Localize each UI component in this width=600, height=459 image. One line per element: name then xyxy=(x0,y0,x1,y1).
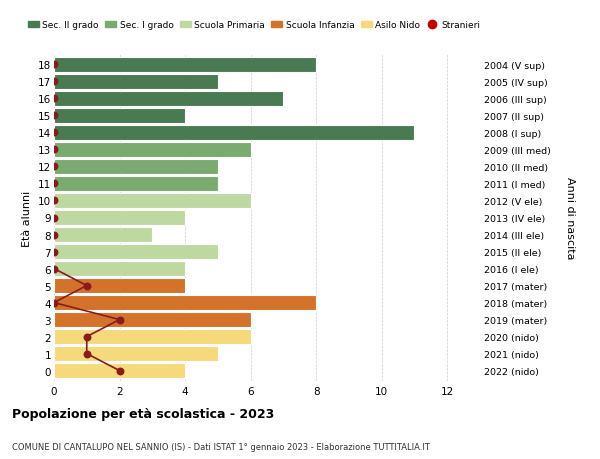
Bar xyxy=(54,279,185,293)
Bar xyxy=(54,194,251,208)
Point xyxy=(49,265,59,273)
Text: Popolazione per età scolastica - 2023: Popolazione per età scolastica - 2023 xyxy=(12,407,274,420)
Point xyxy=(49,146,59,154)
Point xyxy=(49,78,59,86)
Point xyxy=(49,214,59,222)
Point xyxy=(49,112,59,120)
Bar xyxy=(54,313,251,327)
Y-axis label: Età alunni: Età alunni xyxy=(22,190,32,246)
Bar xyxy=(54,109,185,123)
Bar xyxy=(54,296,316,310)
Bar xyxy=(54,58,316,73)
Point xyxy=(49,299,59,307)
Bar xyxy=(54,211,185,225)
Bar xyxy=(54,92,283,106)
Bar xyxy=(54,177,218,191)
Bar xyxy=(54,347,218,361)
Bar xyxy=(54,262,185,276)
Point xyxy=(49,129,59,137)
Text: COMUNE DI CANTALUPO NEL SANNIO (IS) - Dati ISTAT 1° gennaio 2023 - Elaborazione : COMUNE DI CANTALUPO NEL SANNIO (IS) - Da… xyxy=(12,442,430,451)
Legend: Sec. II grado, Sec. I grado, Scuola Primaria, Scuola Infanzia, Asilo Nido, Stran: Sec. II grado, Sec. I grado, Scuola Prim… xyxy=(25,17,484,34)
Bar xyxy=(54,228,152,242)
Point xyxy=(49,95,59,103)
Bar xyxy=(54,364,185,378)
Point xyxy=(49,197,59,205)
Point xyxy=(49,248,59,256)
Point xyxy=(49,62,59,69)
Point xyxy=(115,367,124,375)
Bar xyxy=(54,126,415,140)
Point xyxy=(49,163,59,171)
Bar xyxy=(54,143,251,157)
Y-axis label: Anni di nascita: Anni di nascita xyxy=(565,177,575,259)
Point xyxy=(82,333,92,341)
Bar xyxy=(54,160,218,174)
Bar xyxy=(54,75,218,90)
Bar xyxy=(54,245,218,259)
Point xyxy=(49,231,59,239)
Point xyxy=(49,180,59,188)
Point xyxy=(115,316,124,324)
Point xyxy=(82,282,92,290)
Bar xyxy=(54,330,251,344)
Point xyxy=(82,350,92,358)
